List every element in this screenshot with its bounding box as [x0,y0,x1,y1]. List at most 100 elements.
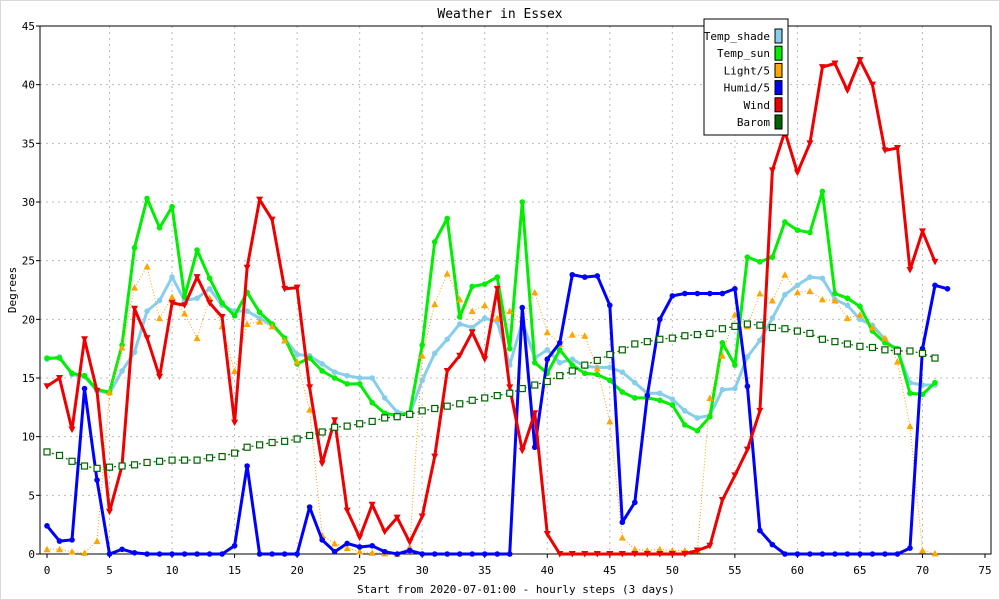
data-point [181,302,189,309]
data-point [306,384,314,391]
data-point [293,284,301,292]
data-point [69,537,75,543]
data-point [406,539,414,546]
data-point [456,400,464,408]
data-point [868,81,876,89]
data-point [256,315,263,321]
data-point [169,274,175,280]
data-point [644,392,651,399]
data-point [581,274,588,280]
data-point [568,551,576,558]
data-point [657,397,663,404]
data-point [556,372,564,380]
data-point [681,332,689,340]
data-point [868,343,877,352]
data-point [394,551,400,557]
data-point [556,347,563,353]
data-point [144,551,150,557]
data-point [231,313,238,319]
data-point [618,534,626,541]
data-point [206,286,213,292]
data-point [356,375,363,381]
data-point [918,546,926,554]
data-point [907,545,913,551]
x-tick-label: 65 [853,564,866,577]
data-point [619,369,626,375]
data-point [131,550,138,556]
data-point [657,316,663,323]
data-point [782,219,788,225]
data-point [56,375,64,382]
data-point [831,297,839,304]
data-point [757,337,763,344]
data-point [419,342,426,348]
data-point [569,356,576,363]
data-point [819,188,826,195]
data-point [543,531,551,538]
data-point [106,508,114,516]
data-point [556,359,563,366]
data-point [68,457,76,465]
data-point [506,307,514,315]
data-point [531,381,539,389]
data-point [181,551,188,557]
data-point [519,199,526,205]
x-tick-label: 25 [353,564,366,577]
data-point [843,340,852,348]
data-point [443,402,451,410]
x-tick-label: 40 [541,564,554,577]
data-point [419,551,426,557]
data-point [843,314,851,322]
data-point [794,282,801,289]
legend-swatch [774,97,783,113]
data-point [444,215,451,222]
y-tick-label: 15 [22,372,35,385]
data-point [857,316,863,323]
data-point [481,281,488,287]
data-point [732,385,738,392]
data-point [444,336,451,343]
data-point [669,293,676,299]
data-point [393,514,401,522]
data-point [256,318,264,325]
y-tick-label: 35 [22,137,35,150]
data-point [381,528,389,536]
data-point [319,368,325,374]
data-point [782,291,788,298]
x-tick-label: 45 [603,564,616,577]
data-point [256,309,263,316]
data-point [732,362,738,368]
data-point [205,454,214,462]
data-point [568,367,576,375]
data-point [243,443,251,451]
x-tick-label: 30 [416,564,429,577]
data-point [781,325,789,333]
data-point [294,351,300,358]
data-point [393,413,401,421]
legend-label: Humid/5 [724,82,770,95]
data-point [682,422,688,428]
data-point [906,267,914,274]
y-tick-label: 20 [22,313,35,326]
data-point [894,551,901,557]
data-point [657,390,663,397]
data-point [268,322,276,330]
data-point [244,308,250,314]
x-tick-label: 10 [165,564,178,577]
data-point [593,356,601,364]
x-tick-label: 55 [728,564,741,577]
data-point [119,546,125,553]
data-point [831,60,839,68]
data-point [131,244,138,251]
data-point [169,551,175,557]
data-point [194,247,200,253]
data-point [618,551,626,558]
data-point [456,321,463,327]
data-point [693,547,701,554]
data-point [643,551,651,558]
data-point [194,551,200,557]
data-point [231,449,239,457]
data-point [306,504,313,510]
data-point [81,336,89,343]
data-point [319,537,325,543]
